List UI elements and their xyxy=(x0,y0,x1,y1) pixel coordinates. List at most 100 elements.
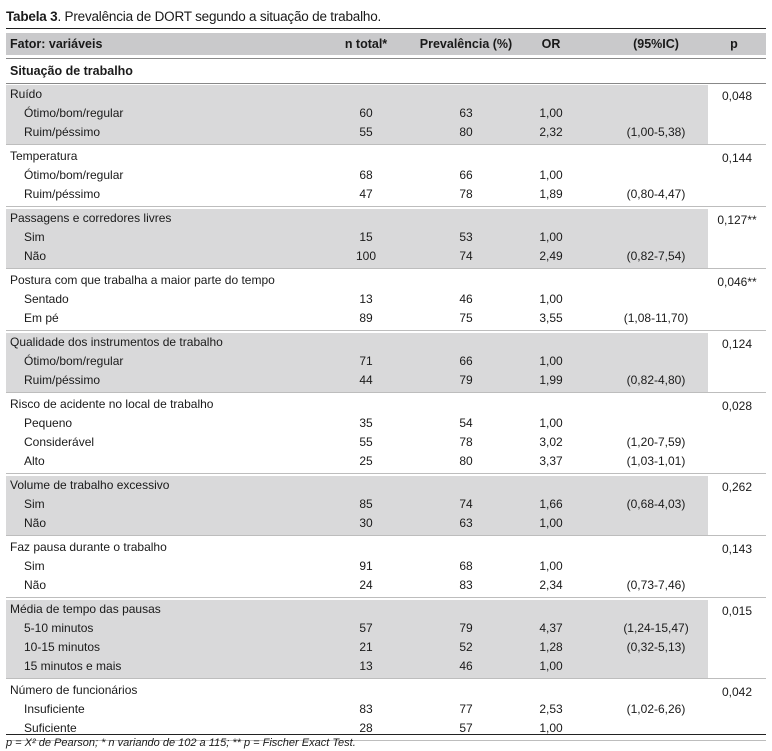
table-row: Ótimo/bom/regular 71 66 1,00 xyxy=(6,352,766,371)
row-label: Sim xyxy=(24,559,45,573)
group-title: Faz pausa durante o trabalho xyxy=(10,540,167,554)
row-or: 3,37 xyxy=(539,454,563,468)
row-label: 15 minutos e mais xyxy=(24,659,122,673)
table-group: 0,124 Qualidade dos instrumentos de traba… xyxy=(6,333,766,393)
row-or: 2,32 xyxy=(539,125,563,139)
row-n-total: 24 xyxy=(359,578,373,592)
row-label: Em pé xyxy=(24,311,59,325)
table-group: 0,048 Ruído Ótimo/bom/regular 60 63 1,00 Ruim/… xyxy=(6,85,766,145)
table-body: 0,048 Ruído Ótimo/bom/regular 60 63 1,00 Ruim/… xyxy=(6,83,766,741)
group-title: Risco de acidente no local de trabalho xyxy=(10,397,214,411)
row-label: Sentado xyxy=(24,292,69,306)
table-row: Ruim/péssimo 44 79 1,99 (0,82-4,80) xyxy=(6,371,766,390)
row-prevalence: 78 xyxy=(459,187,473,201)
table-row: Sim 85 74 1,66 (0,68-4,03) xyxy=(6,495,766,514)
table-row: Pequeno 35 54 1,00 xyxy=(6,414,766,433)
row-label: Não xyxy=(24,516,47,530)
row-label: Ótimo/bom/regular xyxy=(24,354,124,368)
row-or: 2,49 xyxy=(539,249,563,263)
group-title-row: Passagens e corredores livres xyxy=(6,209,766,228)
table-row: Sentado 13 46 1,00 xyxy=(6,290,766,309)
group-title-row: Número de funcionários xyxy=(6,681,766,700)
row-ic: (1,00-5,38) xyxy=(626,125,686,139)
p-value: 0,028 xyxy=(721,399,753,413)
row-n-total: 13 xyxy=(359,292,373,306)
row-prevalence: 79 xyxy=(459,373,473,387)
row-or: 1,00 xyxy=(539,292,563,306)
table-row: Ruim/péssimo 47 78 1,89 (0,80-4,47) xyxy=(6,185,766,204)
table-row: Alto 25 80 3,37 (1,03-1,01) xyxy=(6,452,766,471)
table-header: Fator: variáveis n total* Prevalência (%… xyxy=(6,33,766,55)
row-ic: (0,82-7,54) xyxy=(626,249,686,263)
row-prevalence: 54 xyxy=(459,416,473,430)
table-row: Em pé 89 75 3,55 (1,08-11,70) xyxy=(6,309,766,328)
row-label: Sim xyxy=(24,230,45,244)
row-label: Ótimo/bom/regular xyxy=(24,106,124,120)
row-n-total: 89 xyxy=(359,311,373,325)
row-prevalence: 52 xyxy=(459,640,473,654)
row-ic xyxy=(606,657,706,676)
table-caption-label: Tabela 3 xyxy=(6,9,58,24)
row-label: Ruim/péssimo xyxy=(24,187,101,201)
p-value: 0,262 xyxy=(721,480,753,494)
row-prevalence: 74 xyxy=(459,497,473,511)
row-or: 3,55 xyxy=(539,311,563,325)
p-value-cell: 0,124 xyxy=(708,333,766,392)
row-label: Considerável xyxy=(24,435,95,449)
row-n-total: 83 xyxy=(359,702,373,716)
row-prevalence: 83 xyxy=(459,578,473,592)
group-title-row: Média de tempo das pausas xyxy=(6,600,766,619)
table-caption-text: . Prevalência de DORT segundo a situação… xyxy=(57,9,382,24)
row-or: 4,37 xyxy=(539,621,563,635)
row-label: 10-15 minutos xyxy=(24,640,101,654)
row-or: 2,34 xyxy=(539,578,563,592)
row-ic xyxy=(606,414,706,433)
p-value-cell: 0,144 xyxy=(708,147,766,206)
row-prevalence: 77 xyxy=(459,702,473,716)
row-ic: (0,80-4,47) xyxy=(626,187,686,201)
row-n-total: 30 xyxy=(359,516,373,530)
p-value: 0,046** xyxy=(717,275,757,289)
header-factor: Fator: variáveis xyxy=(10,37,103,51)
table-group: 0,143 Faz pausa durante o trabalho Sim 91 68… xyxy=(6,538,766,598)
p-value-cell: 0,042 xyxy=(708,681,766,740)
row-n-total: 13 xyxy=(359,659,373,673)
table-row: Não 24 83 2,34 (0,73-7,46) xyxy=(6,576,766,595)
p-value: 0,048 xyxy=(721,89,753,103)
row-n-total: 60 xyxy=(359,106,373,120)
row-or: 1,00 xyxy=(539,354,563,368)
group-title: Número de funcionários xyxy=(10,683,138,697)
group-title-row: Volume de trabalho excessivo xyxy=(6,476,766,495)
p-value-cell: 0,127** xyxy=(708,209,766,268)
table-row: 15 minutos e mais 13 46 1,00 xyxy=(6,657,766,676)
table-row: Considerável 55 78 3,02 (1,20-7,59) xyxy=(6,433,766,452)
row-ic xyxy=(606,352,706,371)
row-label: Ruim/péssimo xyxy=(24,125,101,139)
group-title: Temperatura xyxy=(10,149,78,163)
table-row: Ruim/péssimo 55 80 2,32 (1,00-5,38) xyxy=(6,123,766,142)
table-group: 0,127** Passagens e corredores livres Sim 1… xyxy=(6,209,766,269)
group-title-row: Risco de acidente no local de trabalho xyxy=(6,395,766,414)
row-ic: (0,73-7,46) xyxy=(626,578,686,592)
table-footnote: p = X² de Pearson; * n variando de 102 a… xyxy=(6,734,766,751)
row-or: 1,00 xyxy=(539,230,563,244)
row-or: 1,00 xyxy=(539,721,563,735)
group-title: Ruído xyxy=(10,87,43,101)
row-prevalence: 66 xyxy=(459,168,473,182)
row-n-total: 15 xyxy=(359,230,373,244)
p-value: 0,124 xyxy=(721,337,753,351)
group-title-row: Postura com que trabalha a maior parte d… xyxy=(6,271,766,290)
p-value: 0,015 xyxy=(721,604,753,618)
header-or: OR xyxy=(541,37,561,51)
table-group: 0,144 Temperatura Ótimo/bom/regular 68 66 1,0… xyxy=(6,147,766,207)
row-ic: (0,68-4,03) xyxy=(626,497,686,511)
group-title-row: Qualidade dos instrumentos de trabalho xyxy=(6,333,766,352)
row-or: 1,00 xyxy=(539,659,563,673)
row-ic: (0,82-4,80) xyxy=(626,373,686,387)
row-prevalence: 80 xyxy=(459,454,473,468)
row-label: Alto xyxy=(24,454,45,468)
group-title: Passagens e corredores livres xyxy=(10,211,172,225)
row-prevalence: 66 xyxy=(459,354,473,368)
row-label: Suficiente xyxy=(24,721,77,735)
